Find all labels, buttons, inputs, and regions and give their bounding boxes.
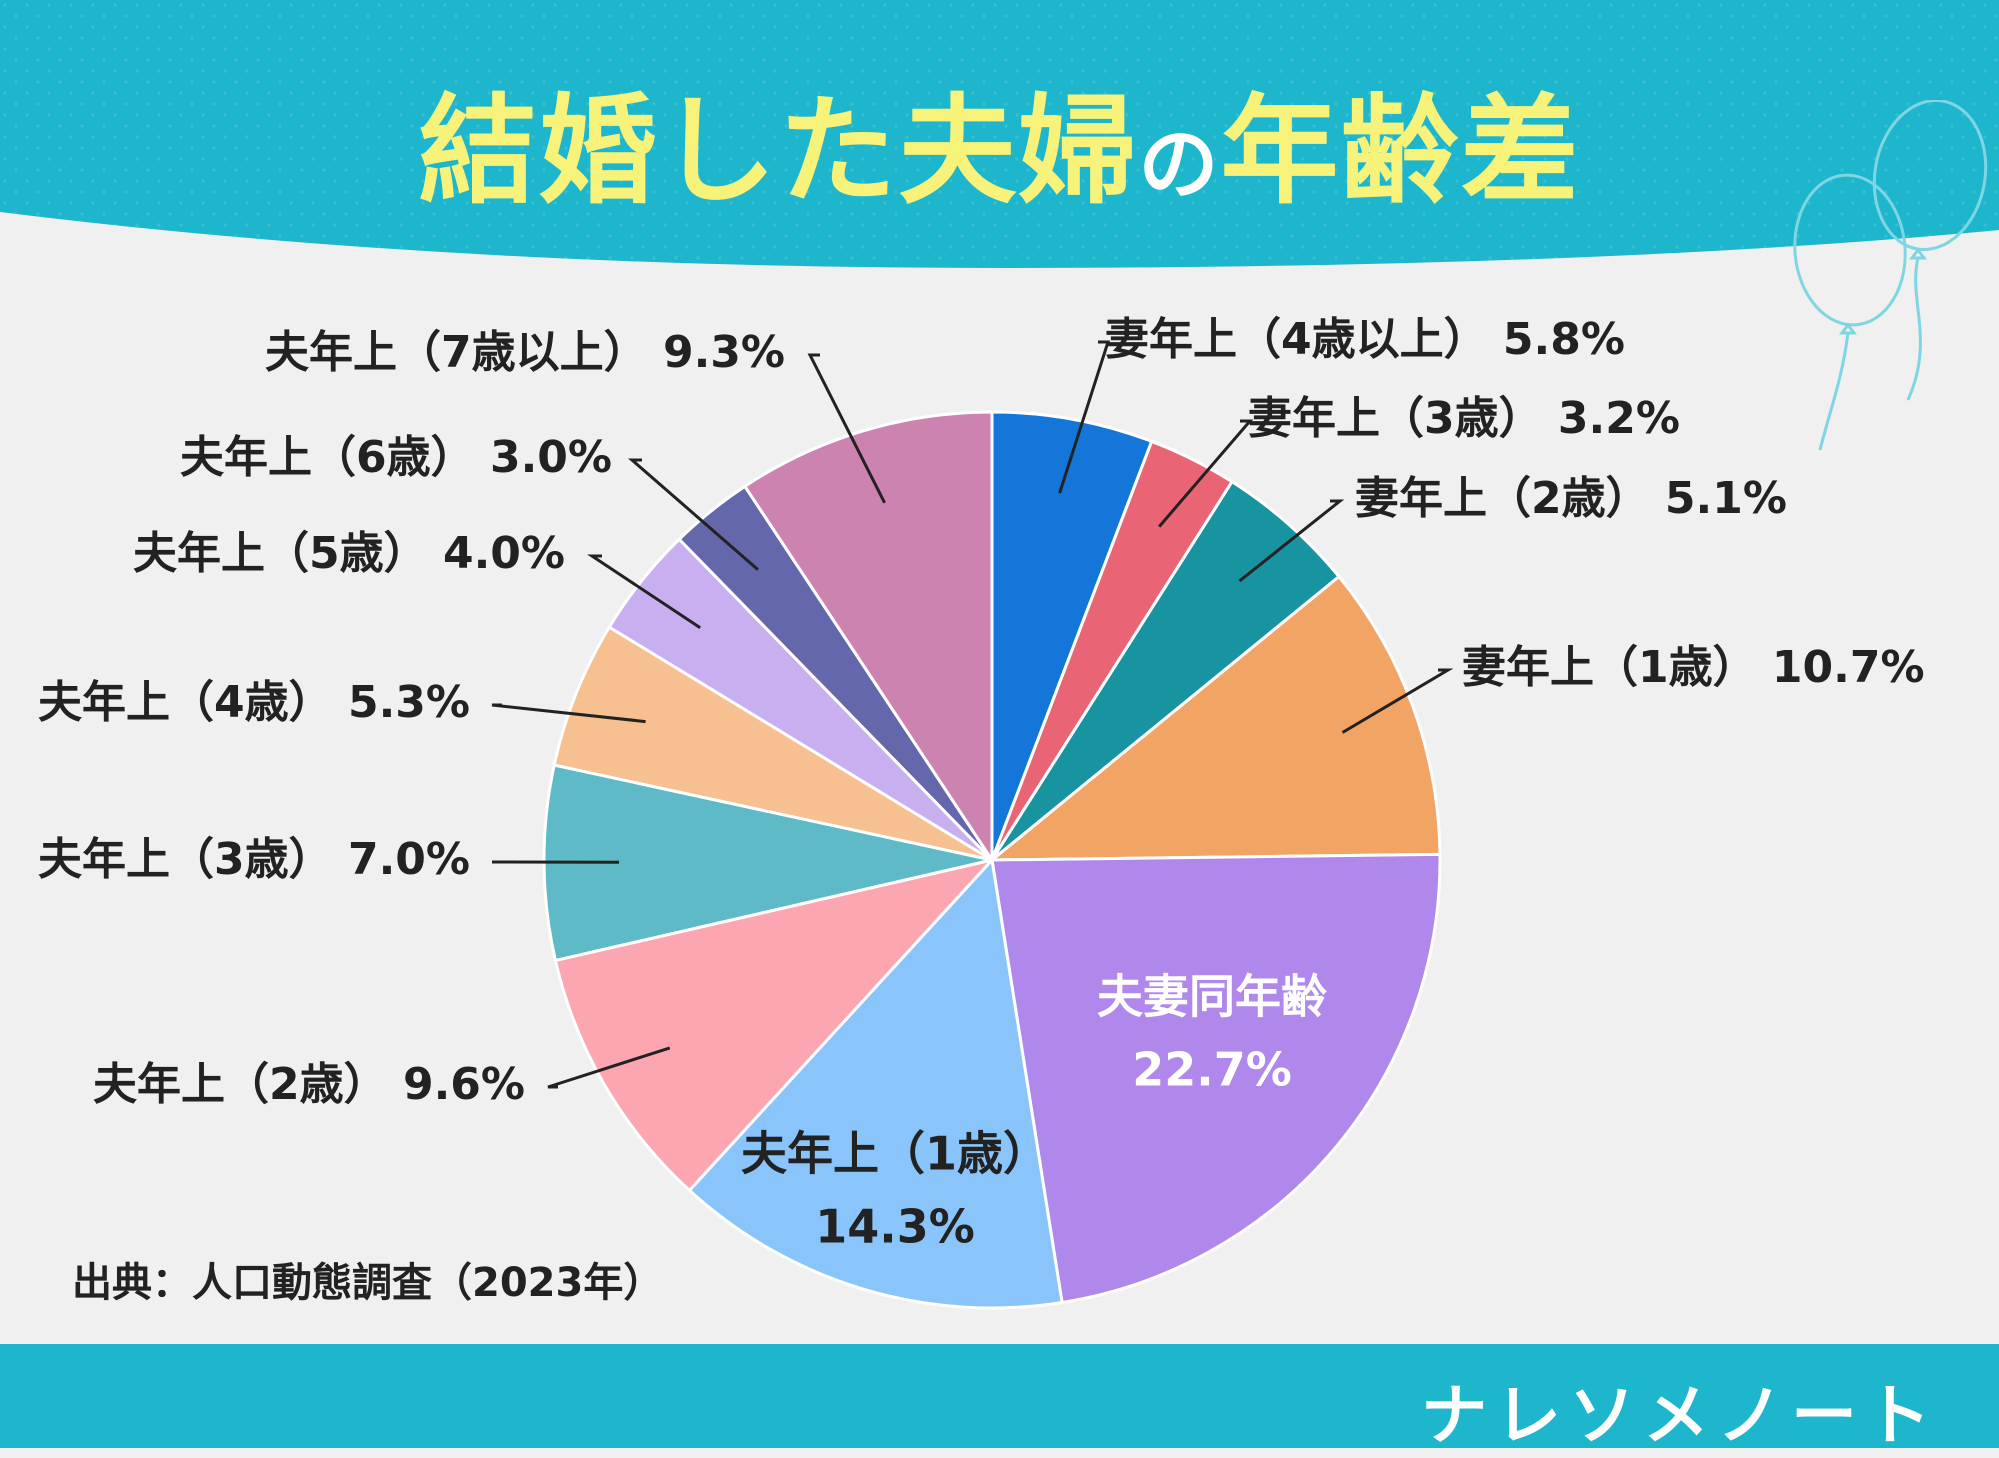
slice-label-4: 夫妻同年齢 <box>1097 970 1327 1024</box>
slice-label-0: 妻年上（4歳以上） 5.8% <box>1105 314 1625 365</box>
slice-label-7: 夫年上（3歳） 7.0% <box>38 834 470 885</box>
slice-label-8: 夫年上（4歳） 5.3% <box>38 677 470 728</box>
slice-label-2: 妻年上（2歳） 5.1% <box>1355 473 1787 524</box>
slice-label-3: 妻年上（1歳） 10.7% <box>1462 642 1925 693</box>
slice-label-9: 夫年上（5歳） 4.0% <box>133 528 565 579</box>
slice-label-5: 夫年上（1歳） <box>741 1127 1049 1181</box>
slice-value-4: 22.7% <box>1132 1043 1292 1097</box>
slice-label-11: 夫年上（7歳以上） 9.3% <box>265 327 785 378</box>
footer-band: ナレソメノート <box>0 1344 1999 1448</box>
source-note: 出典：人口動態調査（2023年） <box>72 1250 663 1308</box>
slice-label-10: 夫年上（6歳） 3.0% <box>180 432 612 483</box>
slice-label-1: 妻年上（3歳） 3.2% <box>1248 393 1680 444</box>
brand-logo: ナレソメノート <box>1421 1362 1939 1458</box>
slice-value-5: 14.3% <box>815 1200 975 1254</box>
slice-label-6: 夫年上（2歳） 9.6% <box>93 1059 525 1110</box>
